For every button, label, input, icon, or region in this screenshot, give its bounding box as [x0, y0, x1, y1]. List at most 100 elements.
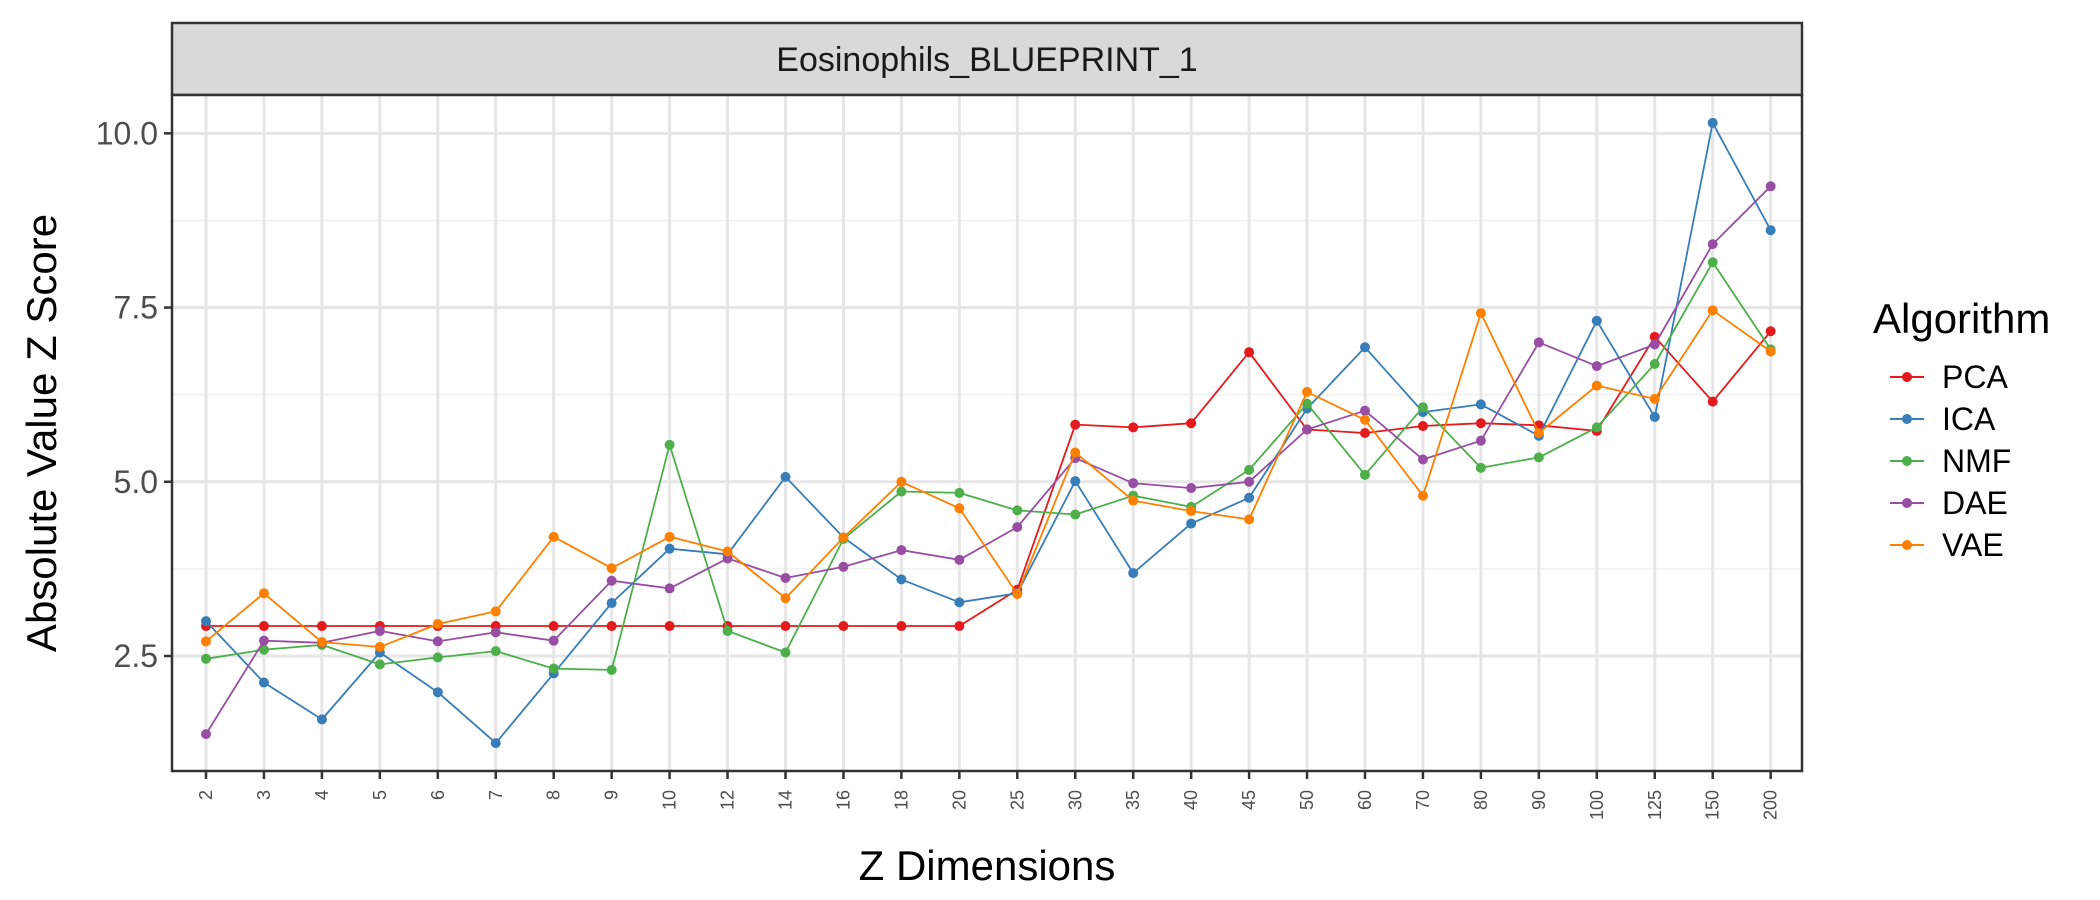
- grid-lines: [172, 95, 1802, 771]
- data-point-dae: [1417, 454, 1428, 465]
- data-point-nmf: [490, 646, 501, 657]
- data-point-nmf: [664, 439, 675, 450]
- y-tick-label: 7.5: [114, 290, 158, 326]
- data-point-dae: [722, 553, 733, 564]
- data-point-vae: [201, 636, 211, 647]
- legend-label: NMF: [1942, 443, 2011, 479]
- data-point-ica: [1128, 568, 1139, 579]
- data-point-dae: [374, 625, 385, 636]
- data-point-vae: [664, 531, 675, 542]
- data-point-dae: [201, 729, 211, 740]
- series-line-dae: [205, 185, 1772, 735]
- x-tick-label: 150: [1703, 790, 1723, 820]
- data-point-vae: [490, 606, 501, 617]
- data-point-pca: [606, 621, 617, 632]
- data-point-nmf: [1533, 452, 1544, 463]
- data-point-nmf: [201, 653, 211, 664]
- data-point-dae: [664, 583, 675, 594]
- data-point-vae: [896, 476, 907, 487]
- panel-border: [170, 93, 1804, 773]
- data-point-dae: [1533, 337, 1544, 348]
- x-tick-label: 35: [1123, 790, 1143, 810]
- data-point-vae: [1244, 514, 1255, 525]
- legend-item-ica: ICA: [1890, 401, 1996, 437]
- data-point-nmf: [780, 647, 791, 658]
- data-point-dae: [1360, 405, 1370, 416]
- data-point-vae: [1765, 346, 1776, 357]
- data-point-vae: [1012, 588, 1023, 599]
- series-line-pca: [206, 330, 1772, 627]
- data-point-vae: [1417, 490, 1428, 501]
- data-point-vae: [1128, 495, 1139, 506]
- data-point-ica: [606, 598, 617, 609]
- data-point-pca: [1475, 418, 1486, 429]
- data-point-ica: [1475, 399, 1486, 410]
- data-point-dae: [1707, 239, 1718, 250]
- data-point-ica: [1186, 518, 1197, 529]
- legend-item-dae: DAE: [1890, 485, 2008, 521]
- y-tick-label: 10.0: [96, 115, 158, 151]
- data-point-vae: [258, 588, 269, 599]
- x-tick-label: 45: [1239, 790, 1259, 810]
- data-point-nmf: [606, 664, 617, 675]
- data-point-dae: [1186, 483, 1197, 494]
- data-point-vae: [606, 563, 617, 574]
- data-point-pca: [896, 621, 907, 632]
- x-tick-label: 20: [949, 790, 969, 810]
- legend-key-point: [1902, 540, 1912, 550]
- data-point-nmf: [1591, 422, 1602, 433]
- x-tick-label: 50: [1297, 790, 1317, 810]
- data-point-dae: [1475, 435, 1486, 446]
- data-point-vae: [1475, 308, 1486, 319]
- legend-item-pca: PCA: [1890, 359, 2008, 395]
- x-tick-label: 70: [1413, 790, 1433, 810]
- legend-key-point: [1902, 498, 1912, 508]
- y-axis-label: Absolute Value Z Score: [18, 214, 65, 652]
- x-tick-label: 4: [312, 790, 332, 800]
- data-point-vae: [838, 532, 849, 543]
- data-point-nmf: [1012, 505, 1023, 516]
- data-point-nmf: [1070, 509, 1081, 520]
- data-point-nmf: [954, 487, 965, 498]
- x-tick-label: 18: [891, 790, 911, 810]
- data-point-pca: [1765, 326, 1776, 337]
- data-point-dae: [1012, 522, 1023, 533]
- data-point-dae: [258, 635, 269, 646]
- data-point-dae: [896, 545, 907, 556]
- x-tick-label: 8: [544, 790, 564, 800]
- legend-label: VAE: [1942, 527, 2004, 563]
- data-point-pca: [1707, 396, 1718, 407]
- data-point-ica: [954, 597, 965, 608]
- data-point-pca: [1417, 421, 1428, 432]
- data-point-pca: [1070, 419, 1081, 430]
- data-point-pca: [1186, 418, 1197, 429]
- data-point-dae: [838, 561, 849, 572]
- x-tick-label: 12: [718, 790, 738, 810]
- data-point-nmf: [548, 663, 559, 674]
- data-point-dae: [1765, 181, 1776, 192]
- legend-label: ICA: [1942, 401, 1996, 437]
- data-point-vae: [1302, 386, 1313, 397]
- data-point-vae: [374, 641, 385, 652]
- data-point-dae: [1244, 476, 1255, 487]
- data-point-nmf: [1417, 402, 1428, 413]
- series-line-ica: [205, 122, 1772, 744]
- x-axis: 2 3 4 5 6 7 8 9 10 12 14 16 18 20 25 30 35 40 45 50 60 70 80 90…: [196, 771, 1781, 820]
- x-tick-label: 9: [602, 790, 622, 800]
- data-point-dae: [432, 636, 443, 647]
- x-tick-label: 125: [1645, 790, 1665, 820]
- data-point-dae: [606, 575, 617, 586]
- data-point-pca: [780, 621, 791, 632]
- x-tick-label: 30: [1065, 790, 1085, 810]
- x-tick-label: 40: [1181, 790, 1201, 810]
- data-point-dae: [1591, 361, 1602, 372]
- x-tick-label: 14: [776, 790, 796, 810]
- data-point-dae: [1302, 424, 1313, 435]
- legend-key-point: [1902, 414, 1912, 424]
- data-point-dae: [1128, 478, 1139, 489]
- data-point-nmf: [1244, 464, 1255, 475]
- data-point-nmf: [722, 625, 733, 636]
- data-point-nmf: [1649, 359, 1660, 370]
- legend-item-nmf: NMF: [1890, 443, 2011, 479]
- x-tick-label: 80: [1471, 790, 1491, 810]
